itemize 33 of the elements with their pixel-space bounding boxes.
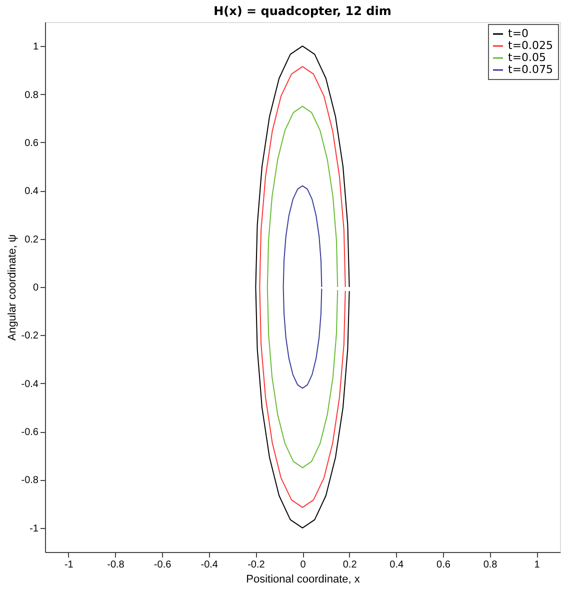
x-tick-label: -0.2: [248, 560, 266, 570]
y-tick-label: 0.4: [24, 186, 39, 198]
x-axis-title: Positional coordinate, x: [246, 574, 360, 586]
line-series: [266, 106, 338, 468]
y-tick-label: -0.8: [21, 475, 39, 486]
y-tick-label: -0.2: [21, 330, 39, 342]
x-tick-label: 0: [300, 560, 306, 570]
legend-label: t=0.05: [508, 51, 546, 64]
legend-label: t=0.025: [508, 39, 554, 52]
x-tick-label: -0.8: [107, 560, 125, 570]
x-tick-label: 0.2: [342, 560, 358, 570]
y-tick-label: 0.8: [24, 90, 39, 101]
y-tick-label: -0.4: [21, 378, 39, 390]
line-series: [282, 185, 322, 389]
y-tick-label: 0.2: [24, 234, 39, 246]
y-tick-label: 1: [32, 42, 39, 53]
y-tick-label: -1: [30, 523, 39, 534]
x-tick-label: 1: [534, 560, 540, 570]
y-tick-label: 0: [32, 282, 39, 294]
y-tick-label: -0.6: [21, 427, 39, 438]
x-tick-label: -0.6: [154, 560, 172, 570]
legend-label: t=0: [508, 27, 529, 40]
y-axis-title: Angular coordinate, ψ: [6, 234, 18, 341]
y-tick-label: 0.6: [24, 138, 39, 149]
x-tick-label: 0.8: [483, 560, 498, 570]
legend-label: t=0.075: [508, 63, 554, 76]
line-series: [255, 46, 350, 528]
x-tick-label: 0.6: [436, 560, 451, 570]
x-tick-label: -0.4: [200, 560, 218, 570]
line-series: [259, 66, 346, 508]
chart-title: H(x) = quadcopter, 12 dim: [214, 4, 392, 18]
x-tick-label: 0.4: [390, 560, 404, 570]
x-tick-label: -1: [64, 560, 74, 570]
